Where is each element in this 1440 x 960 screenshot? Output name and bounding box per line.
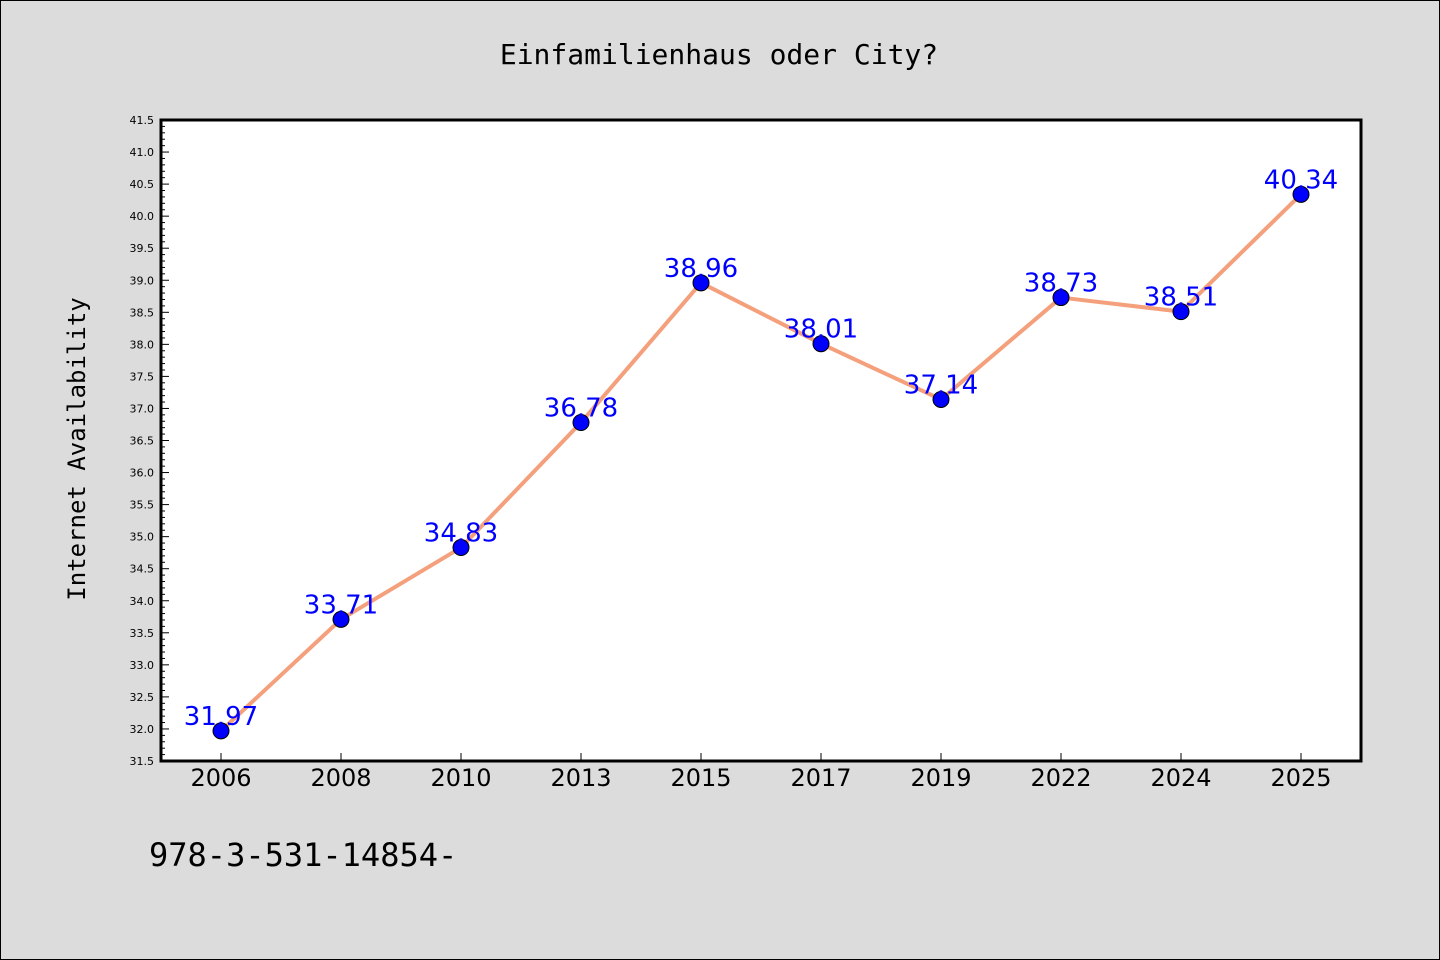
- x-tick-label: 2010: [430, 764, 491, 792]
- y-tick-label: 38.5: [130, 306, 155, 319]
- y-tick-label: 39.0: [130, 274, 155, 287]
- y-tick-label: 41.0: [130, 146, 155, 159]
- data-label: 38.51: [1144, 283, 1218, 313]
- y-tick-label: 33.5: [130, 627, 155, 640]
- y-tick-label: 34.5: [130, 563, 155, 576]
- y-tick-label: 40.5: [130, 178, 155, 191]
- data-point: [692, 274, 710, 292]
- plot-area: [161, 120, 1361, 761]
- data-point: [812, 335, 830, 353]
- footer-text: 978-3-531-14854-: [149, 836, 457, 874]
- y-tick-label: 36.5: [130, 435, 155, 448]
- data-point: [332, 610, 350, 628]
- data-point: [932, 390, 950, 408]
- y-tick-label: 32.5: [130, 691, 155, 704]
- data-point: [1172, 303, 1190, 321]
- data-label: 38.01: [784, 315, 858, 345]
- data-label: 36.78: [544, 394, 618, 424]
- data-point: [1292, 185, 1310, 203]
- data-label: 34.83: [424, 519, 498, 549]
- y-tick-label: 35.0: [130, 531, 155, 544]
- data-label: 40.34: [1264, 165, 1338, 195]
- y-tick-label: 31.5: [130, 755, 155, 768]
- plot-frame: [159, 118, 1363, 763]
- x-axis-ticks: 2006 2008 2010 2013 2015 2017 2019 2022 2024 2025: [190, 753, 1332, 792]
- y-axis-ticks: 31.5 32.0 32.5 33.0 33.5 34.0 34.5 35.0 35.5 36.0…: [130, 114, 169, 768]
- series-layer: 31.97 33.71 34.83 36.78 38.96 38.01 37.14 38.73…: [184, 165, 1338, 740]
- x-tick-label: 2025: [1270, 764, 1331, 792]
- y-tick-label: 38.0: [130, 338, 155, 351]
- data-point: [572, 414, 590, 432]
- data-label: 38.73: [1024, 269, 1098, 299]
- data-label: 33.71: [304, 590, 378, 620]
- y-tick-label: 40.0: [130, 210, 155, 223]
- x-tick-label: 2006: [190, 764, 251, 792]
- data-label: 38.96: [664, 254, 738, 284]
- y-tick-label: 36.0: [130, 467, 155, 480]
- y-tick-label: 33.0: [130, 659, 155, 672]
- x-tick-label: 2024: [1150, 764, 1211, 792]
- chart-title: Einfamilienhaus oder City?: [500, 38, 938, 71]
- x-tick-label: 2008: [310, 764, 371, 792]
- y-tick-label: 37.0: [130, 402, 155, 415]
- data-point: [1052, 289, 1070, 307]
- x-tick-label: 2013: [550, 764, 611, 792]
- data-label: 31.97: [184, 702, 258, 732]
- x-tick-label: 2017: [790, 764, 851, 792]
- y-tick-label: 34.0: [130, 595, 155, 608]
- y-tick-label: 37.5: [130, 370, 155, 383]
- data-label: 37.14: [904, 370, 978, 400]
- y-tick-label: 41.5: [130, 114, 155, 127]
- data-point: [452, 539, 470, 557]
- series-line: [219, 192, 1303, 733]
- data-point: [212, 722, 230, 740]
- x-tick-label: 2022: [1030, 764, 1091, 792]
- x-tick-label: 2019: [910, 764, 971, 792]
- y-tick-label: 35.5: [130, 499, 155, 512]
- x-tick-label: 2015: [670, 764, 731, 792]
- y-tick-label: 32.0: [130, 723, 155, 736]
- y-tick-label: 39.5: [130, 242, 155, 255]
- y-axis-label: Internet Availability: [63, 297, 91, 600]
